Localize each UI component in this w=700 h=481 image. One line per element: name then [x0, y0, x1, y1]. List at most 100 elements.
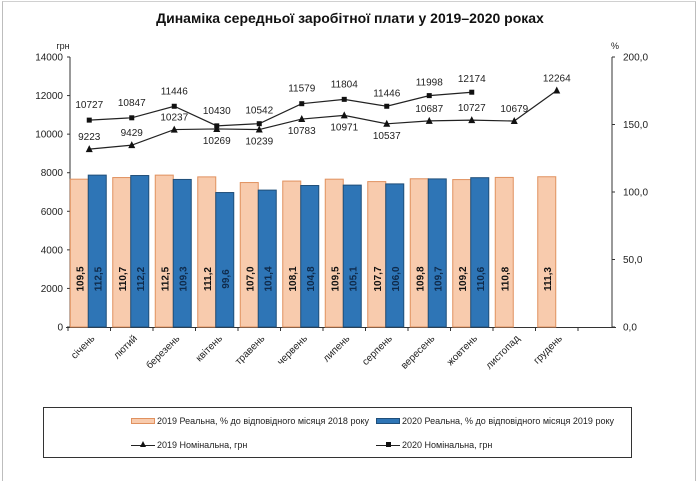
bar-2020-real: [257, 189, 277, 328]
bar-data-label: 105,1: [348, 266, 359, 291]
bar-2020-real: [87, 174, 107, 328]
left-axis-tick-label: 14000: [35, 53, 63, 64]
bar-2019-real: [537, 176, 557, 328]
bar-data-label: 104,8: [306, 266, 317, 291]
bar-2019-real: [494, 176, 514, 328]
line-data-label: 10537: [373, 131, 401, 142]
bar-data-label: 112,5: [93, 266, 104, 291]
marker-triangle: [510, 117, 518, 125]
right-axis-tick-label: 200,0: [623, 53, 648, 64]
legend-swatch-2019-real: [131, 418, 155, 424]
bar-data-label: 112,5: [160, 266, 171, 291]
bar-2020-real: [215, 192, 235, 328]
x-axis-category-label: серпень: [360, 333, 395, 368]
left-axis-tick-label: 10000: [35, 130, 63, 141]
line-data-label: 10687: [415, 104, 443, 115]
bar-data-label: 107,7: [373, 266, 384, 291]
bar-2020-real: [385, 183, 405, 328]
marker-triangle: [425, 116, 433, 124]
left-axis-tick-label: 4000: [41, 245, 64, 256]
marker-triangle: [553, 86, 561, 94]
line-data-label: 10430: [203, 106, 231, 117]
line-data-label: 10971: [330, 122, 358, 133]
bar-2019-real: [324, 178, 344, 328]
bar-2019-real: [112, 177, 132, 328]
marker-square: [214, 123, 220, 129]
right-axis-tick-label: 150,0: [623, 120, 648, 131]
bar-2019-real: [69, 178, 89, 328]
bar-2019-real: [367, 181, 387, 328]
marker-triangle: [85, 145, 93, 153]
line-data-label: 11446: [373, 88, 401, 99]
x-axis-category-label: грудень: [532, 333, 565, 366]
marker-square: [426, 93, 432, 99]
bar-data-label: 107,0: [245, 266, 256, 291]
right-axis-tick-label: 100,0: [623, 188, 648, 199]
bar-2020-real: [130, 175, 150, 328]
legend-label: 2019 Реальна, % до відповідного місяця 2…: [157, 416, 369, 426]
left-axis-tick-label: 6000: [41, 207, 64, 218]
line-data-label: 9223: [78, 132, 101, 143]
legend: 2019 Реальна, % до відповідного місяця 2…: [43, 407, 632, 458]
marker-square: [86, 117, 92, 123]
x-axis-category-label: січень: [69, 333, 97, 361]
bar-data-label: 106,0: [391, 266, 402, 291]
bar-data-label: 111,3: [543, 267, 554, 291]
x-axis-category-label: березень: [144, 333, 183, 372]
line-data-label: 11804: [331, 79, 359, 90]
legend-line-square-icon: [376, 441, 400, 449]
marker-square: [299, 101, 305, 107]
line-data-label: 10727: [75, 100, 103, 111]
line-data-label: 10783: [288, 126, 316, 137]
bar-2019-real: [154, 174, 174, 328]
right-axis-tick-label: 50,0: [623, 255, 643, 266]
bar-2019-real: [197, 176, 217, 328]
line-2020-nominal: [89, 91, 472, 127]
marker-square: [129, 115, 135, 121]
marker-square: [256, 121, 262, 127]
left-axis-unit: грн: [56, 41, 69, 51]
bar-data-label: 108,1: [288, 266, 299, 291]
legend-label: 2020 Номінальна, грн: [402, 440, 493, 450]
left-axis-tick-label: 2000: [41, 284, 64, 295]
marker-square: [341, 96, 347, 102]
marker-square: [469, 89, 475, 95]
x-axis-category-label: квітень: [194, 333, 225, 364]
bar-data-label: 110,6: [476, 266, 487, 291]
bar-2020-real: [342, 184, 362, 328]
x-axis-category-label: травень: [233, 333, 267, 367]
bar-2019-real: [239, 182, 259, 328]
bar-data-label: 99,6: [221, 269, 232, 289]
x-axis-category-label: червень: [275, 333, 310, 368]
marker-triangle: [468, 116, 476, 124]
line-data-label: 9429: [121, 128, 144, 139]
legend-line-triangle-icon: [131, 441, 155, 449]
bar-data-label: 109,2: [458, 266, 469, 291]
legend-label: 2019 Номінальна, грн: [157, 440, 248, 450]
left-axis-tick-label: 8000: [41, 168, 64, 179]
marker-triangle: [170, 125, 178, 133]
x-axis-category-label: вересень: [399, 333, 437, 371]
line-data-label: 10239: [245, 137, 273, 148]
bar-data-label: 109,3: [178, 266, 189, 291]
marker-triangle: [128, 141, 136, 149]
chart-canvas: грн 0 2000 4000 6000 8000 10000 12000 14000% 0,0 5…: [35, 41, 648, 372]
line-2019-nominal: [89, 89, 558, 150]
bar-2020-real: [427, 178, 447, 328]
bar-2020-real: [300, 185, 320, 328]
bar-2020-real: [172, 178, 192, 328]
marker-square: [171, 103, 177, 109]
bar-data-label: 112,2: [136, 266, 147, 291]
right-axis-unit: %: [611, 41, 619, 51]
marker-square: [384, 103, 390, 109]
line-data-label: 11446: [161, 86, 189, 97]
marker-triangle: [298, 115, 306, 123]
x-axis-category-label: жовтень: [445, 333, 480, 368]
legend-item-2020-nominal: 2020 Номінальна, грн: [376, 440, 492, 450]
line-data-label: 10847: [118, 98, 146, 109]
right-axis-tick-label: 0,0: [623, 323, 637, 334]
x-axis-category-label: лютий: [112, 333, 140, 361]
chart-title: Динаміка середньої заробітної плати у 20…: [156, 10, 544, 26]
bar-data-label: 109,5: [330, 266, 341, 291]
